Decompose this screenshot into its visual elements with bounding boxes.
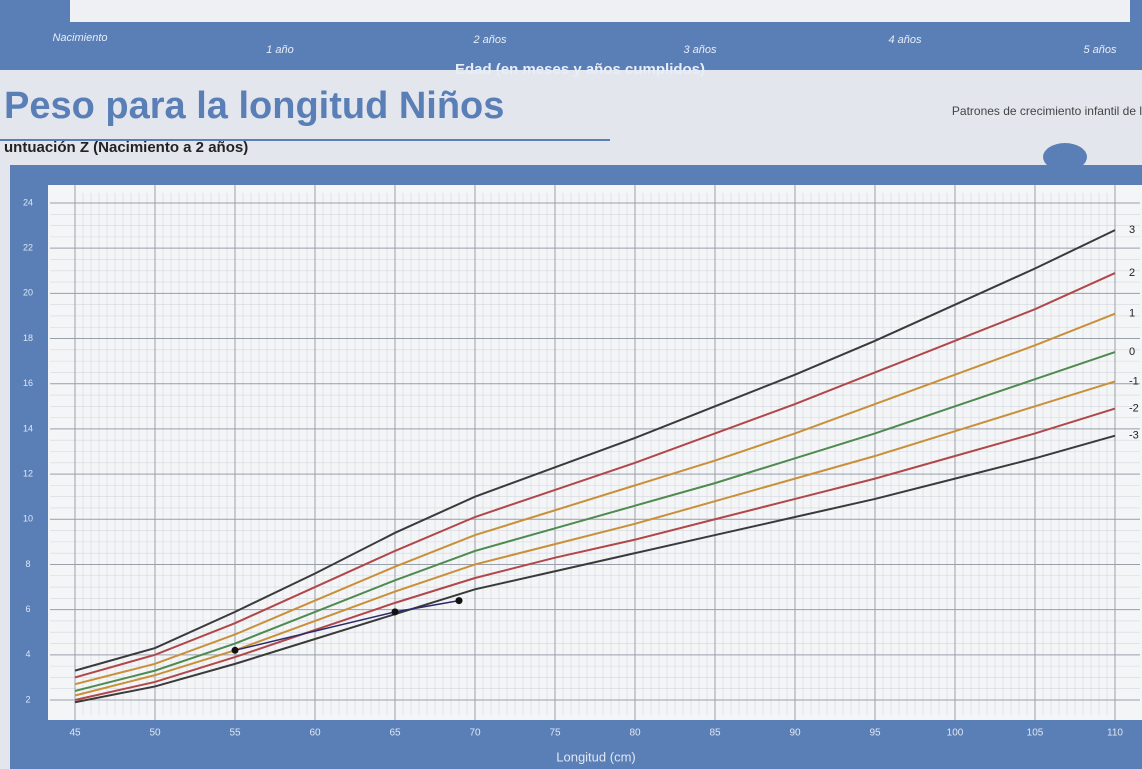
patient-point xyxy=(232,647,239,654)
series-label: -3 xyxy=(1129,430,1139,442)
series-label: 0 xyxy=(1129,346,1135,358)
y-tick-label: 14 xyxy=(23,423,33,433)
series-label: -1 xyxy=(1129,375,1139,387)
top-axis-label: Edad (en meses y años cumplidos) xyxy=(455,61,705,78)
source: Patrones de crecimiento infantil de l xyxy=(952,104,1142,118)
x-tick-label: 55 xyxy=(229,728,241,739)
x-tick-label: 80 xyxy=(629,728,641,739)
y-tick-label: 10 xyxy=(23,514,33,524)
x-tick-label: 70 xyxy=(469,728,481,739)
age-label: 2 años xyxy=(472,34,507,46)
chart-title: Peso para la longitud Niños xyxy=(4,85,504,127)
x-tick-label: 85 xyxy=(709,728,721,739)
series-label: 2 xyxy=(1129,267,1135,279)
series-label: 3 xyxy=(1129,224,1135,236)
x-axis-label: Longitud (cm) xyxy=(556,749,635,764)
y-tick-label: 8 xyxy=(25,559,30,569)
series-label: -2 xyxy=(1129,402,1139,414)
age-label: 4 años xyxy=(888,34,922,46)
x-tick-label: 50 xyxy=(149,728,161,739)
chart: Edad (en meses y años cumplidos) Peso pa… xyxy=(0,0,1142,769)
x-tick-label: 105 xyxy=(1027,728,1044,739)
y-tick-label: 12 xyxy=(23,468,33,478)
x-tick-label: 110 xyxy=(1107,728,1123,739)
top-grid xyxy=(70,0,1130,22)
age-label: 5 años xyxy=(1083,44,1117,56)
x-tick-label: 75 xyxy=(549,728,561,739)
y-tick-label: 6 xyxy=(25,604,30,614)
page: Edad (en meses y años cumplidos) Peso pa… xyxy=(0,0,1142,769)
age-label: 1 año xyxy=(266,44,294,56)
y-tick-label: 18 xyxy=(23,333,33,343)
age-label: 3 años xyxy=(683,44,717,56)
chart-subtitle: untuación Z (Nacimiento a 2 años) xyxy=(4,139,248,156)
patient-point xyxy=(392,608,399,615)
x-tick-label: 90 xyxy=(789,728,801,739)
x-tick-label: 45 xyxy=(69,728,81,739)
y-tick-label: 22 xyxy=(23,243,33,253)
patient-point xyxy=(456,597,463,604)
x-tick-label: 60 xyxy=(309,728,321,739)
age-label: Nacimiento xyxy=(52,32,107,44)
y-tick-label: 2 xyxy=(25,694,30,704)
y-tick-label: 20 xyxy=(23,288,33,298)
x-tick-label: 65 xyxy=(389,728,401,739)
x-tick-label: 100 xyxy=(947,728,964,739)
y-tick-label: 24 xyxy=(23,197,33,207)
y-tick-label: 16 xyxy=(23,378,33,388)
series-label: 1 xyxy=(1129,308,1135,320)
y-tick-label: 4 xyxy=(25,649,30,659)
x-tick-label: 95 xyxy=(869,728,881,739)
